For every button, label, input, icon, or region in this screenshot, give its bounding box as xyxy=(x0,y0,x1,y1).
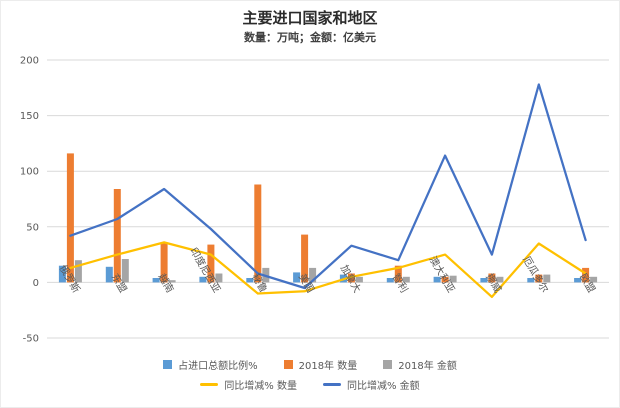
bar xyxy=(121,259,129,283)
bar xyxy=(590,276,598,283)
bar xyxy=(113,189,121,283)
bar xyxy=(488,273,496,283)
bar xyxy=(449,275,457,283)
chart-subtitle: 数量：万吨；金额：亿美元 xyxy=(244,31,376,44)
legend-item-yoy-amt: 同比增减% 金额 xyxy=(323,377,420,392)
bar xyxy=(386,278,394,283)
x-tick-label: 厄瓜多尔 xyxy=(520,254,551,295)
bar xyxy=(527,278,535,283)
legend-swatch-amt-2018 xyxy=(383,359,393,369)
legend-item-qty-2018: 2018年 数量 xyxy=(283,357,358,372)
x-tick-label: 欧盟 xyxy=(577,272,597,295)
bar xyxy=(394,265,402,283)
bar xyxy=(480,278,488,283)
y-tick-label: 0 xyxy=(33,278,39,289)
bar xyxy=(441,276,449,283)
line-series xyxy=(69,83,587,290)
legend-label-yoy-amt: 同比增减% 金额 xyxy=(347,380,420,392)
y-tick-label: 150 xyxy=(20,111,39,122)
legend-item-amt-2018: 2018年 金额 xyxy=(383,357,457,372)
legend-swatch-share xyxy=(163,359,173,369)
bar xyxy=(58,265,66,283)
y-tick-label: 50 xyxy=(26,222,39,233)
chart-title: 主要进口国家和地区 xyxy=(242,9,378,27)
chart-legend: 占进口总额比例% 2018年 数量 2018年 金额 同比增减% 数量 同比增减… xyxy=(1,354,619,394)
bar xyxy=(246,278,254,283)
legend-line-swatch-yoy-qty xyxy=(200,382,219,386)
bar xyxy=(199,276,207,283)
bar xyxy=(168,280,176,283)
legend-row-bars: 占进口总额比例% 2018年 数量 2018年 金额 xyxy=(1,354,619,374)
bar xyxy=(74,260,82,283)
bar xyxy=(293,272,301,283)
legend-swatch-qty-2018 xyxy=(283,359,293,369)
bar xyxy=(254,184,262,283)
legend-item-share: 占进口总额比例% xyxy=(163,357,258,372)
bar xyxy=(574,278,582,283)
bar xyxy=(543,274,551,283)
legend-row-lines: 同比增减% 数量 同比增减% 金额 xyxy=(1,374,619,394)
bar xyxy=(402,276,410,283)
bar xyxy=(207,244,215,283)
bar xyxy=(496,276,504,283)
legend-label-share: 占进口总额比例% xyxy=(178,360,258,372)
legend-label-qty-2018: 2018年 数量 xyxy=(298,360,358,372)
x-tick-label: 澳大利亚 xyxy=(427,254,458,295)
bar xyxy=(152,278,160,283)
y-tick-label: 100 xyxy=(20,167,39,178)
bar xyxy=(535,274,543,283)
x-tick-label: 智利 xyxy=(390,271,411,295)
bar xyxy=(355,276,363,283)
legend-line-swatch-yoy-amt xyxy=(323,382,341,386)
legend-label-amt-2018: 2018年 金额 xyxy=(398,360,457,372)
bar xyxy=(160,243,168,283)
legend-item-yoy-qty: 同比增减% 数量 xyxy=(200,377,297,392)
line-series xyxy=(69,241,587,299)
bar xyxy=(582,267,590,283)
bar xyxy=(215,273,223,283)
bar xyxy=(433,276,441,283)
y-tick-label: 200 xyxy=(20,56,39,67)
legend-label-yoy-qty: 同比增减% 数量 xyxy=(224,380,297,392)
x-tick-label: 越南 xyxy=(156,271,177,295)
bar xyxy=(66,153,74,283)
bar xyxy=(309,267,317,283)
y-tick-label: -50 xyxy=(23,334,39,345)
bar xyxy=(105,266,113,283)
bar xyxy=(301,234,309,283)
